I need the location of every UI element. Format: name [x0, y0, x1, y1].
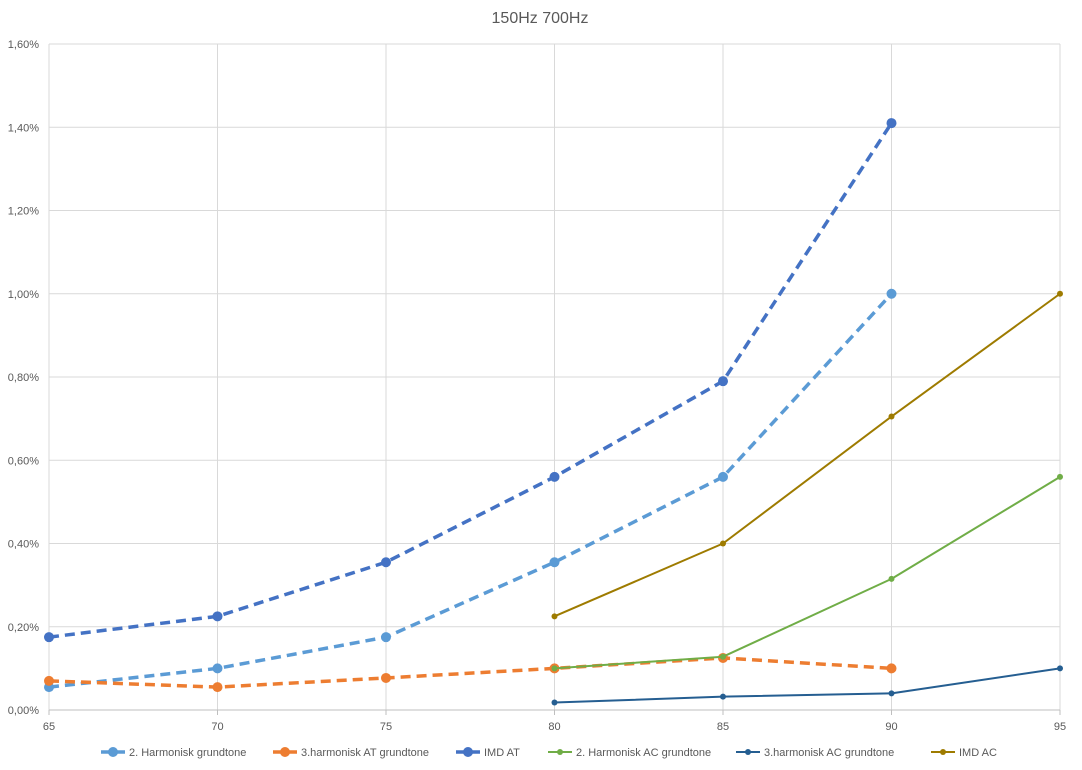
- data-point: [212, 682, 223, 693]
- legend-marker: [463, 747, 473, 757]
- data-point: [44, 675, 54, 686]
- data-point: [718, 376, 728, 387]
- legend-marker: [557, 749, 563, 755]
- data-point: [381, 557, 391, 568]
- data-point: [551, 665, 558, 672]
- data-point: [720, 693, 726, 700]
- series-5: [551, 665, 1063, 706]
- legend-item: 2. Harmonisk AC grundtone: [548, 747, 711, 759]
- legend-label: 2. Harmonisk AC grundtone: [576, 747, 711, 759]
- legend-label: 2. Harmonisk grundtone: [129, 747, 246, 759]
- legend-item: 3.harmonisk AC grundtone: [736, 747, 894, 759]
- y-tick-label: 0,40%: [8, 539, 39, 551]
- legend: 2. Harmonisk grundtone 3.harmonisk AT gru…: [101, 747, 997, 759]
- data-point: [551, 699, 558, 706]
- y-tick-label: 0,20%: [8, 622, 39, 634]
- x-tick-label: 80: [548, 721, 560, 733]
- series-line: [554, 476, 1061, 670]
- y-tick-label: 0,00%: [8, 705, 39, 717]
- legend-label: 3.harmonisk AC grundtone: [764, 747, 894, 759]
- legend-label: IMD AT: [484, 747, 520, 759]
- x-tick-label: 95: [1054, 721, 1066, 733]
- y-tick-label: 0,60%: [8, 455, 39, 467]
- data-point: [888, 413, 895, 420]
- legend-label: IMD AC: [959, 747, 997, 759]
- series-6: [551, 290, 1063, 620]
- data-point: [381, 632, 391, 643]
- legend-item: IMD AT: [456, 747, 520, 759]
- legend-marker: [745, 749, 751, 755]
- data-point: [888, 575, 895, 582]
- data-point: [1057, 290, 1063, 297]
- legend-marker: [280, 747, 290, 757]
- x-tick-label: 90: [885, 721, 897, 733]
- data-point: [549, 471, 560, 482]
- y-tick-label: 1,20%: [8, 206, 39, 218]
- series-line: [554, 292, 1061, 618]
- series-layer: [44, 118, 1063, 706]
- data-point: [720, 653, 726, 660]
- data-point: [551, 613, 558, 620]
- x-tick-label: 65: [43, 721, 55, 733]
- series-line: [48, 292, 893, 689]
- data-point: [718, 471, 728, 482]
- data-point: [886, 288, 897, 299]
- legend-label: 3.harmonisk AT grundtone: [301, 747, 429, 759]
- x-tick-label: 85: [717, 721, 729, 733]
- data-point: [212, 611, 223, 622]
- x-tick-label: 75: [380, 721, 392, 733]
- data-point: [212, 663, 223, 674]
- y-tick-label: 0,80%: [8, 372, 39, 384]
- data-point: [886, 118, 897, 129]
- series-line: [554, 667, 1061, 704]
- series-4: [551, 473, 1063, 672]
- data-point: [720, 540, 726, 547]
- data-point: [1057, 473, 1063, 480]
- y-tick-label: 1,40%: [8, 122, 39, 134]
- x-tick-label: 70: [211, 721, 223, 733]
- series-3: [44, 118, 897, 643]
- legend-item: 2. Harmonisk grundtone: [101, 747, 246, 759]
- series-line: [48, 656, 892, 689]
- axis-layer: 0,00% 0,20% 0,40% 0,60% 0,80% 1,00% 1,20% 1,40%…: [8, 39, 1066, 733]
- data-point: [888, 690, 895, 697]
- series-line: [48, 122, 893, 639]
- data-point: [381, 672, 391, 683]
- y-tick-label: 1,60%: [8, 39, 39, 51]
- legend-marker: [940, 749, 946, 755]
- data-point: [886, 663, 897, 674]
- data-point: [44, 632, 54, 643]
- data-point: [1057, 665, 1063, 672]
- chart-title: 150Hz 700Hz: [492, 10, 589, 27]
- legend-item: IMD AC: [931, 747, 997, 759]
- legend-item: 3.harmonisk AT grundtone: [273, 747, 429, 759]
- y-tick-label: 1,00%: [8, 289, 39, 301]
- legend-marker: [108, 747, 118, 757]
- series-1: [44, 288, 897, 693]
- data-point: [549, 557, 560, 568]
